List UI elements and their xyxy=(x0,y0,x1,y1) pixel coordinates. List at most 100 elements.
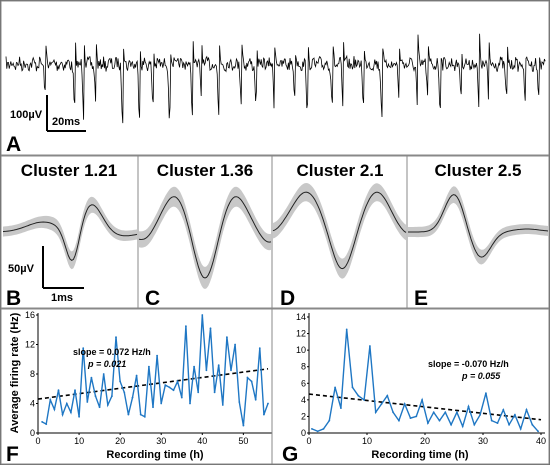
g-y-tick-label: 2 xyxy=(301,411,306,421)
f-x-axis-label: Recording time (h) xyxy=(106,449,204,461)
g-data-point xyxy=(374,411,377,414)
panel-letter-c: C xyxy=(145,287,160,310)
g-data-point xyxy=(525,408,528,411)
f-data-point xyxy=(263,413,265,416)
f-data-point xyxy=(209,327,212,330)
panel-g-frame xyxy=(271,308,550,465)
panel-letter-a: A xyxy=(6,133,21,156)
f-data-point xyxy=(258,347,261,350)
f-data-point xyxy=(53,408,56,411)
g-data-point xyxy=(473,423,476,426)
g-data-point xyxy=(363,399,365,401)
f-data-point xyxy=(111,395,113,397)
g-data-point xyxy=(392,411,394,414)
panel-d-frame xyxy=(271,155,408,309)
g-data-point xyxy=(415,415,418,418)
g-data-point xyxy=(427,422,429,424)
g-data-point xyxy=(311,428,313,430)
f-x-tick-label: 50 xyxy=(238,436,248,446)
panel-letter-b: B xyxy=(6,287,21,310)
f-data-point xyxy=(160,402,163,405)
waveform-amplitude-label: 50µV xyxy=(8,263,35,275)
g-data-point xyxy=(519,428,522,430)
g-x-axis-label: Recording time (h) xyxy=(371,449,469,461)
g-data-point xyxy=(386,394,389,397)
f-points xyxy=(41,314,269,427)
f-data-point xyxy=(90,376,93,379)
g-data-point xyxy=(537,430,539,433)
waveform-band-e xyxy=(408,186,548,265)
f-data-point xyxy=(213,391,216,394)
f-data-point xyxy=(221,404,224,406)
f-data-point xyxy=(246,376,249,379)
g-data-point xyxy=(531,423,534,426)
f-data-point xyxy=(180,396,183,399)
g-series-line xyxy=(311,329,539,433)
g-data-point xyxy=(421,399,423,401)
f-data-point xyxy=(172,389,175,392)
f-x-tick-label: 10 xyxy=(74,436,84,446)
f-data-point xyxy=(205,369,208,372)
waveform-row: Cluster 1.21 Cluster 1.36 Cluster 2.1 Cl… xyxy=(0,155,550,310)
g-trend-line xyxy=(308,393,542,421)
g-x-tick-label: 0 xyxy=(306,436,311,446)
f-data-point xyxy=(185,325,187,327)
panel-letter-d: D xyxy=(280,287,295,310)
cluster-title-d: Cluster 2.1 xyxy=(297,161,384,180)
g-y-tick-label: 8 xyxy=(301,362,306,372)
cluster-title-e: Cluster 2.5 xyxy=(435,161,522,180)
f-data-point xyxy=(189,402,191,405)
f-x-tick-label: 0 xyxy=(35,436,40,446)
f-data-point xyxy=(156,354,159,357)
g-data-point xyxy=(438,419,441,422)
f-data-point xyxy=(78,415,80,418)
g-data-point xyxy=(490,419,493,422)
f-data-point xyxy=(164,384,167,386)
raw-trace xyxy=(5,33,546,124)
f-data-point xyxy=(230,369,232,372)
f-data-point xyxy=(242,424,245,427)
f-y-tick-label: 8 xyxy=(30,369,35,379)
f-y-tick-label: 0 xyxy=(30,428,35,438)
f-data-point xyxy=(57,389,60,392)
f-data-point xyxy=(197,391,200,394)
f-data-point xyxy=(98,406,101,409)
g-x-tick-label: 30 xyxy=(478,436,488,446)
g-data-point xyxy=(496,422,499,424)
g-data-point xyxy=(485,392,487,395)
f-data-point xyxy=(135,374,138,377)
f-data-point xyxy=(217,364,220,366)
f-data-point xyxy=(65,402,68,405)
cluster-title-b: Cluster 1.21 xyxy=(21,161,117,180)
g-data-point xyxy=(328,419,331,422)
g-y-tick-label: 14 xyxy=(296,312,306,322)
f-y-tick-label: 12 xyxy=(25,340,35,350)
f-data-point xyxy=(176,380,179,383)
g-data-point xyxy=(450,423,452,426)
g-data-point xyxy=(456,411,458,414)
f-data-point xyxy=(127,413,130,416)
panel-letter-f: F xyxy=(6,443,19,465)
g-data-point xyxy=(508,423,510,426)
f-data-point xyxy=(106,404,109,406)
f-data-point xyxy=(226,336,228,338)
f-data-point xyxy=(49,398,52,401)
g-data-point xyxy=(502,408,505,411)
g-data-point xyxy=(316,430,319,433)
f-data-point xyxy=(201,314,204,316)
f-data-point xyxy=(86,401,89,403)
f-y-axis-label: Average firing rate (Hz) xyxy=(9,312,21,433)
f-data-point xyxy=(131,396,134,399)
f-data-point xyxy=(152,406,154,409)
f-data-point xyxy=(45,423,48,425)
waveform-mean-b xyxy=(2,204,138,262)
g-data-point xyxy=(357,394,360,397)
f-data-point xyxy=(250,380,253,383)
waveform-mean-d xyxy=(272,191,407,270)
g-p-annotation: p = 0.055 xyxy=(461,371,501,381)
waveform-mean-c xyxy=(138,196,272,279)
g-data-point xyxy=(432,411,435,414)
f-p-annotation: p = 0.021 xyxy=(87,359,126,369)
f-data-point xyxy=(74,389,76,392)
